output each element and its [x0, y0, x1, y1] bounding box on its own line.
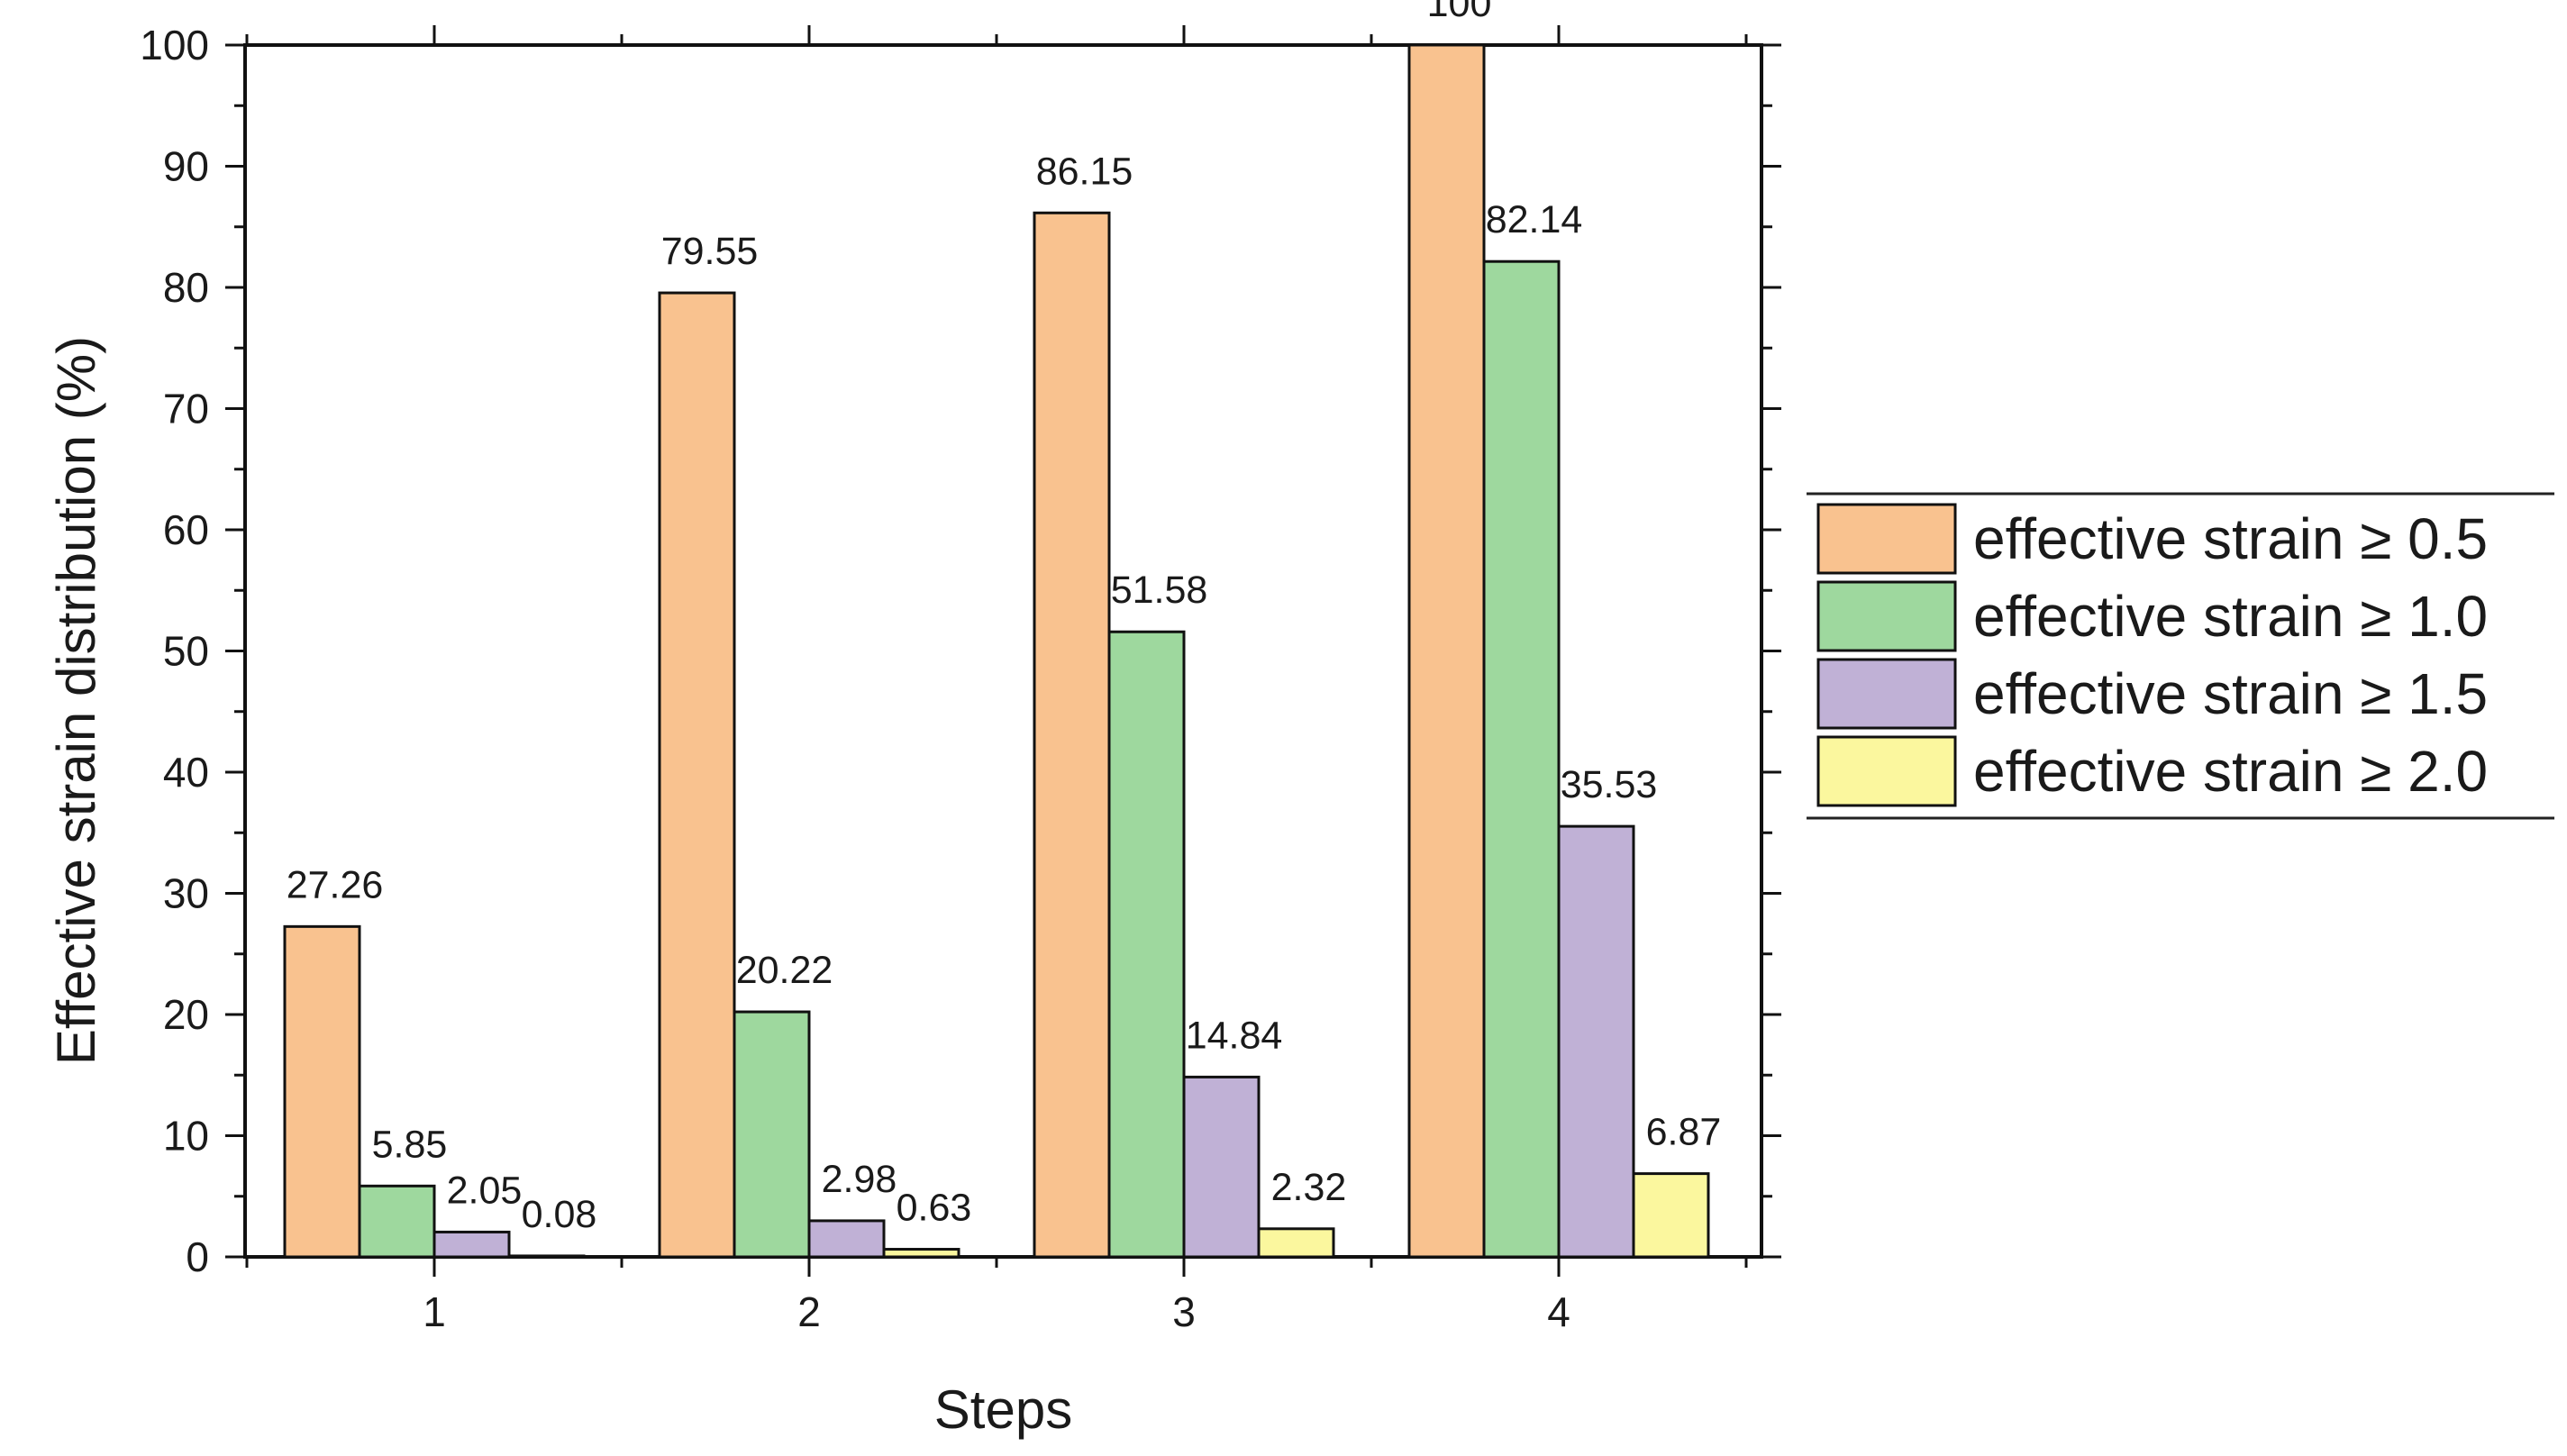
- bar: [882, 1248, 960, 1259]
- bar: [1257, 1227, 1335, 1259]
- y-axis-title: Effective strain distribution (%): [46, 336, 106, 1065]
- bar: [358, 1184, 436, 1259]
- data-label: 100: [1427, 0, 1492, 25]
- legend-label: effective strain ≥ 1.5: [1973, 661, 2488, 726]
- legend-label: effective strain ≥ 1.0: [1973, 584, 2488, 649]
- legend: effective strain ≥ 0.5 effective strain ≥…: [1807, 492, 2554, 820]
- axes: 0 10 20 30 40 50 60 70 80 90 100 1 2 3 4: [140, 22, 1781, 1335]
- legend-swatch: [1816, 580, 1957, 652]
- data-label: 82.14: [1486, 198, 1583, 241]
- bar: [1182, 1075, 1261, 1259]
- y-tick-label: 0: [186, 1233, 209, 1280]
- legend-label: effective strain ≥ 2.0: [1973, 739, 2488, 804]
- bar: [507, 1254, 586, 1259]
- bar: [1557, 824, 1635, 1259]
- x-tick-label: 2: [797, 1288, 821, 1335]
- y-tick-label: 10: [163, 1113, 209, 1160]
- legend-label: effective strain ≥ 0.5: [1973, 506, 2488, 571]
- x-tick-label: 1: [423, 1288, 446, 1335]
- data-label: 5.85: [372, 1123, 448, 1166]
- y-tick-label: 50: [163, 628, 209, 675]
- data-label: 35.53: [1561, 763, 1658, 806]
- bars: [283, 43, 1710, 1259]
- bar: [1632, 1172, 1710, 1259]
- x-axis-title: Steps: [934, 1379, 1072, 1440]
- data-label: 20.22: [736, 949, 833, 992]
- x-tick-label: 4: [1547, 1288, 1570, 1335]
- y-tick-label: 30: [163, 870, 209, 917]
- bar: [1482, 259, 1561, 1259]
- data-label: 79.55: [661, 230, 759, 273]
- data-label: 2.05: [447, 1169, 523, 1212]
- bar: [658, 291, 736, 1259]
- data-label: 0.08: [522, 1193, 597, 1236]
- y-tick-label: 40: [163, 749, 209, 796]
- x-tick-label: 3: [1172, 1288, 1196, 1335]
- bar: [1033, 211, 1111, 1259]
- data-labels: 27.26 79.55 86.15 100 5.85 20.22 51.58 82.14 2.0…: [287, 0, 1722, 1236]
- data-label: 6.87: [1646, 1111, 1722, 1154]
- bar: [1107, 630, 1186, 1259]
- y-tick-label: 60: [163, 506, 209, 553]
- bar: [432, 1230, 511, 1259]
- y-tick-label: 70: [163, 386, 209, 432]
- legend-swatch: [1816, 735, 1957, 807]
- data-label: 0.63: [897, 1187, 972, 1230]
- y-tick-label: 20: [163, 991, 209, 1038]
- y-tick-label: 100: [140, 22, 209, 68]
- bar: [283, 924, 361, 1259]
- bar: [733, 1010, 811, 1259]
- data-label: 27.26: [287, 863, 384, 906]
- legend-swatch: [1816, 503, 1957, 575]
- y-tick-label: 80: [163, 264, 209, 311]
- data-label: 2.32: [1271, 1166, 1347, 1209]
- data-label: 2.98: [822, 1158, 897, 1201]
- bar: [807, 1219, 886, 1259]
- bar: [1407, 43, 1486, 1259]
- legend-swatch: [1816, 658, 1957, 730]
- y-tick-label: 90: [163, 143, 209, 190]
- data-label: 51.58: [1111, 569, 1208, 612]
- data-label: 86.15: [1036, 150, 1133, 193]
- data-label: 14.84: [1186, 1014, 1283, 1057]
